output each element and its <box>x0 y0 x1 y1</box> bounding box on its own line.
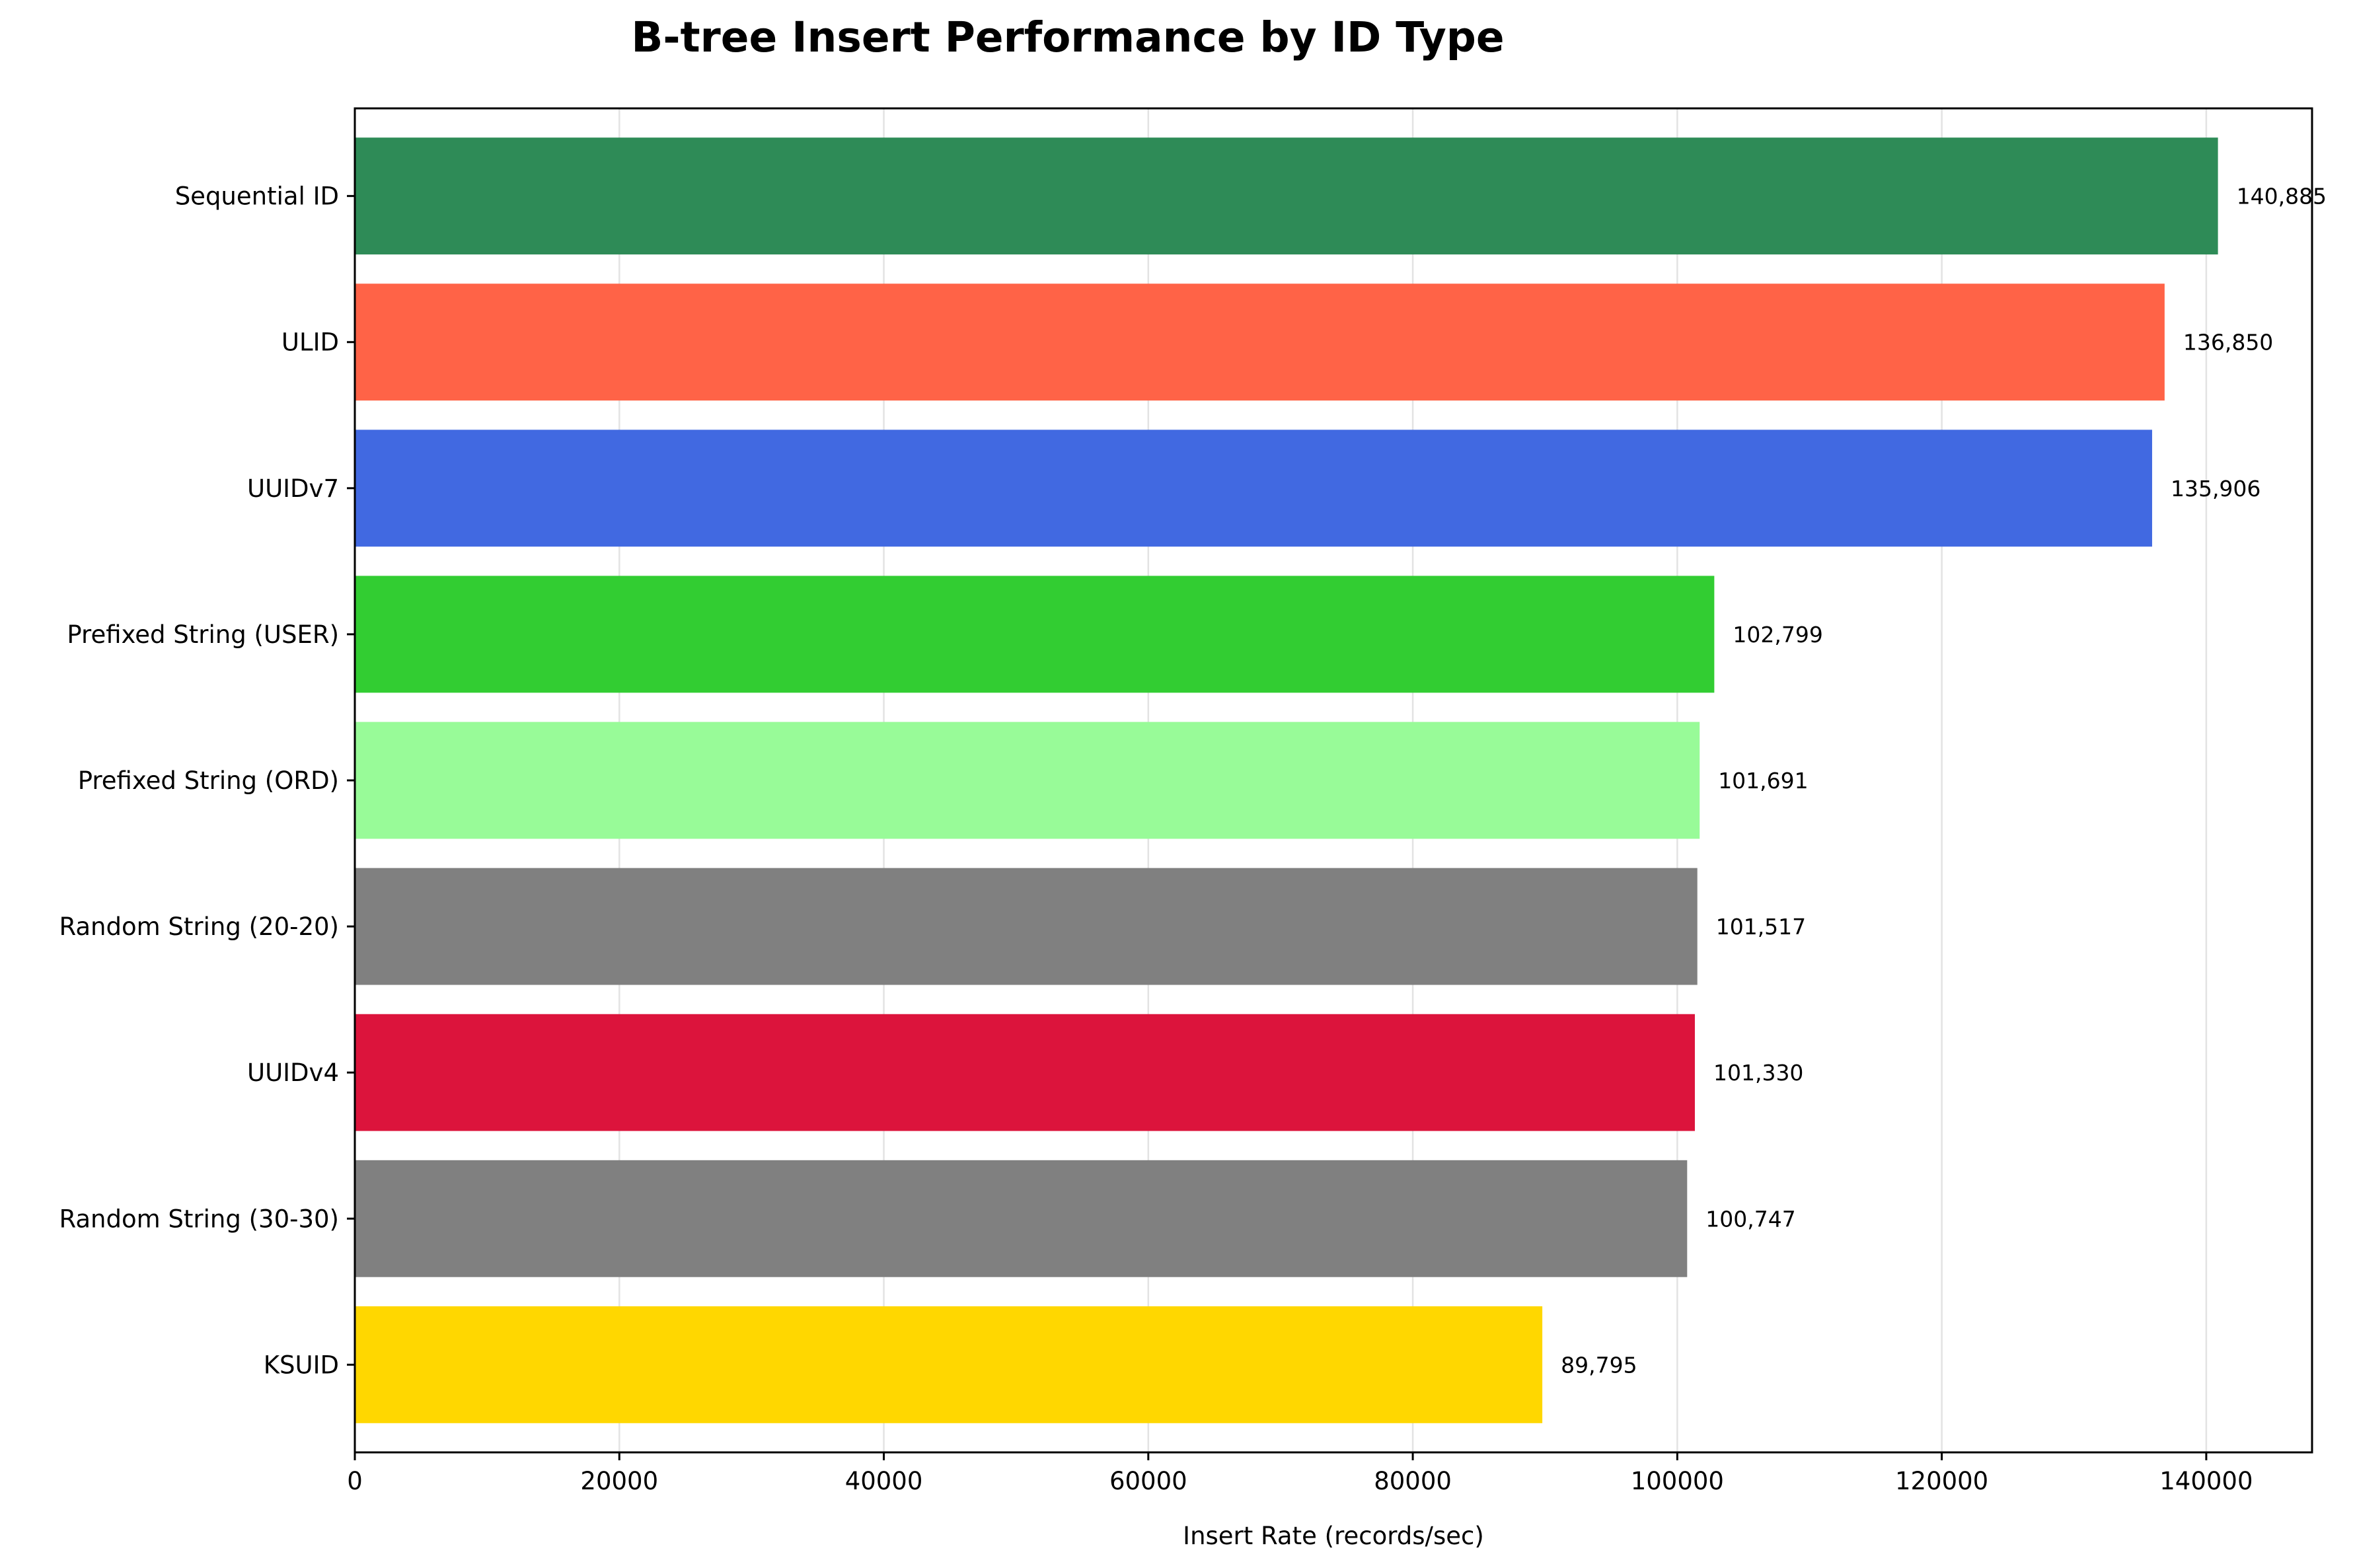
bar <box>355 137 2218 255</box>
x-tick-label: 100000 <box>1631 1467 1724 1495</box>
bar <box>355 283 2165 401</box>
bar <box>355 722 1700 839</box>
bar-value-label: 102,799 <box>1733 622 1822 648</box>
x-axis-label: Insert Rate (records/sec) <box>1183 1522 1484 1550</box>
bar <box>355 1160 1688 1277</box>
category-label: ULID <box>281 328 339 357</box>
bar <box>355 429 2152 547</box>
category-label: Sequential ID <box>175 182 339 211</box>
bar <box>355 868 1698 985</box>
x-tick-label: 120000 <box>1895 1467 1988 1495</box>
x-tick-label: 0 <box>347 1467 363 1495</box>
category-label: UUIDv7 <box>247 474 339 503</box>
x-tick-label: 140000 <box>2159 1467 2253 1495</box>
bar-value-label: 89,795 <box>1561 1352 1637 1378</box>
bar-value-label: 101,691 <box>1718 768 1808 794</box>
category-label: KSUID <box>264 1351 339 1379</box>
bar-value-label: 136,850 <box>2183 330 2273 355</box>
bar-value-label: 101,517 <box>1716 914 1806 940</box>
y-axis: Sequential ID ULID UUIDv7 Prefixed String (… <box>59 182 355 1379</box>
bars-layer: 140,885 136,850 135,906 102,799 101,691 101,5… <box>355 137 2327 1423</box>
x-axis: 0 20000 40000 60000 80000 100000 120000 140000 <box>347 1452 2253 1495</box>
x-tick-label: 20000 <box>580 1467 658 1495</box>
bar-value-label: 140,885 <box>2237 184 2327 209</box>
chart-title: B-tree Insert Performance by ID Type <box>631 13 1504 61</box>
bar <box>355 1306 1543 1423</box>
x-tick-label: 40000 <box>845 1467 923 1495</box>
x-tick-label: 60000 <box>1109 1467 1187 1495</box>
bar-value-label: 101,330 <box>1713 1060 1803 1086</box>
bar <box>355 576 1715 693</box>
category-label: Random String (20-20) <box>59 913 339 941</box>
category-label: Random String (30-30) <box>59 1205 339 1233</box>
category-label: Prefixed String (ORD) <box>78 766 339 795</box>
category-label: UUIDv4 <box>247 1059 339 1087</box>
x-tick-label: 80000 <box>1374 1467 1452 1495</box>
bar <box>355 1014 1695 1131</box>
category-label: Prefixed String (USER) <box>67 620 339 649</box>
bar-value-label: 135,906 <box>2171 476 2261 502</box>
bar-value-label: 100,747 <box>1705 1206 1795 1232</box>
